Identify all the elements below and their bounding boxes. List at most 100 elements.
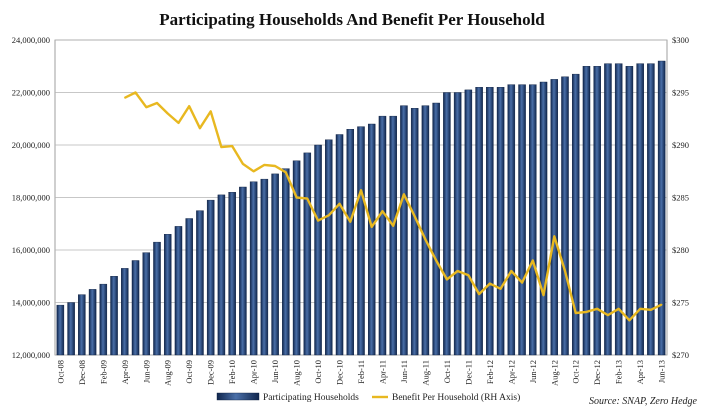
bar xyxy=(647,63,655,356)
x-axis-tick-label: Feb-12 xyxy=(485,360,495,384)
bar xyxy=(367,123,376,356)
x-axis-tick-label: Apr-09 xyxy=(120,360,130,384)
bar xyxy=(110,276,118,356)
bar xyxy=(475,87,483,356)
x-axis-tick-label: Jun-12 xyxy=(528,360,538,383)
x-axis-tick-label: Dec-09 xyxy=(206,360,216,385)
legend-label-bars: Participating Households xyxy=(263,393,359,403)
bar xyxy=(593,66,601,356)
line-point xyxy=(145,106,148,108)
left-axis-tick-label: 18,000,000 xyxy=(12,193,50,203)
bar xyxy=(131,260,140,356)
bar xyxy=(550,79,559,356)
bar xyxy=(518,84,526,356)
bar xyxy=(346,129,355,356)
legend: Participating Households Benefit Per Hous… xyxy=(216,392,520,403)
right-axis-tick-label: $270 xyxy=(672,350,689,360)
line-point xyxy=(360,189,362,191)
line-point xyxy=(660,303,663,306)
bar xyxy=(325,139,333,356)
line-point xyxy=(295,196,298,199)
line-point xyxy=(596,308,599,310)
line-point xyxy=(510,270,513,272)
line-point xyxy=(553,235,556,238)
x-axis-tick-label: Jun-09 xyxy=(141,360,151,383)
chart-title: Participating Households And Benefit Per… xyxy=(159,10,545,29)
bar-series xyxy=(56,60,666,356)
right-axis-tick-label: $275 xyxy=(672,298,689,308)
x-axis-tick-label: Aug-11 xyxy=(420,360,430,386)
bar xyxy=(539,81,548,356)
line-point xyxy=(392,225,395,227)
line-point xyxy=(628,319,631,322)
line-point xyxy=(585,311,588,313)
line-point xyxy=(274,165,276,167)
line-point xyxy=(349,220,352,223)
bar xyxy=(582,66,591,356)
line-point xyxy=(456,270,459,272)
x-axis-tick-label: Dec-12 xyxy=(592,360,602,385)
bar xyxy=(249,181,258,356)
x-axis-tick-label: Dec-08 xyxy=(77,360,87,385)
left-axis-tick-label: 16,000,000 xyxy=(12,245,50,255)
right-axis-tick-label: $290 xyxy=(672,140,689,150)
bar xyxy=(443,92,451,356)
bar xyxy=(206,199,215,356)
line-point xyxy=(564,270,566,272)
bar xyxy=(432,102,440,356)
line-point xyxy=(134,91,137,94)
line-point xyxy=(263,164,266,166)
line-point xyxy=(199,127,201,129)
bar xyxy=(614,63,623,356)
line-point xyxy=(231,145,233,147)
x-axis-tick-label: Apr-12 xyxy=(506,360,516,384)
bar xyxy=(153,241,161,356)
right-axis-tick-label: $300 xyxy=(672,35,689,45)
x-axis-tick-label: Aug-10 xyxy=(292,360,302,386)
bar xyxy=(78,294,86,356)
bar xyxy=(421,105,430,356)
bar xyxy=(507,84,516,356)
bar xyxy=(496,87,505,356)
x-axis-tick-label: Apr-11 xyxy=(377,360,387,384)
line-point xyxy=(156,102,158,104)
line-point xyxy=(370,226,373,228)
line-point xyxy=(381,210,384,212)
x-axis-tick-label: Oct-11 xyxy=(442,360,452,383)
bar xyxy=(56,304,65,356)
bar xyxy=(142,252,151,356)
x-axis-tick-label: Oct-08 xyxy=(55,360,65,384)
bar xyxy=(121,268,129,356)
bar xyxy=(561,76,569,356)
line-point xyxy=(252,170,255,173)
bar xyxy=(400,105,408,356)
bar xyxy=(185,218,193,356)
line-point xyxy=(166,112,169,115)
line-point xyxy=(446,278,448,281)
bar xyxy=(453,92,462,356)
bar xyxy=(357,126,365,356)
bar xyxy=(217,194,226,356)
bar xyxy=(389,115,397,356)
left-axis-tick-label: 22,000,000 xyxy=(12,88,50,98)
left-axis-tick-label: 12,000,000 xyxy=(12,350,50,360)
line-point xyxy=(467,274,470,277)
source-note: Source: SNAP, Zero Hedge xyxy=(589,396,698,407)
x-axis-tick-label: Feb-13 xyxy=(614,360,624,384)
bar xyxy=(636,63,644,356)
bar xyxy=(604,63,612,356)
x-axis-tick-label: Feb-10 xyxy=(227,360,237,384)
x-axis-tick-label: Dec-10 xyxy=(335,360,345,385)
right-axis-tick-label: $285 xyxy=(672,193,689,203)
left-axis-tick-label: 14,000,000 xyxy=(12,298,50,308)
x-axis-tick-label: Aug-09 xyxy=(163,360,173,386)
line-point xyxy=(521,281,523,284)
line-point xyxy=(209,110,212,113)
line-point xyxy=(478,293,480,295)
line-point xyxy=(317,219,319,222)
x-axis-tick-label: Jun-13 xyxy=(657,360,667,383)
line-point xyxy=(242,163,244,165)
line-point xyxy=(285,171,287,174)
line-point xyxy=(306,197,309,200)
left-axis-tick-label: 24,000,000 xyxy=(12,35,50,45)
